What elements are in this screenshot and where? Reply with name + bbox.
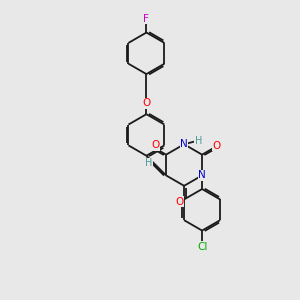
Text: O: O [152,140,160,150]
Text: N: N [180,139,188,149]
Text: N: N [198,170,206,180]
Text: F: F [143,14,149,24]
Text: Cl: Cl [197,242,207,252]
Text: H: H [145,158,152,168]
Text: O: O [213,141,221,151]
Text: O: O [142,98,151,108]
Text: H: H [195,136,202,146]
Text: O: O [176,196,184,207]
